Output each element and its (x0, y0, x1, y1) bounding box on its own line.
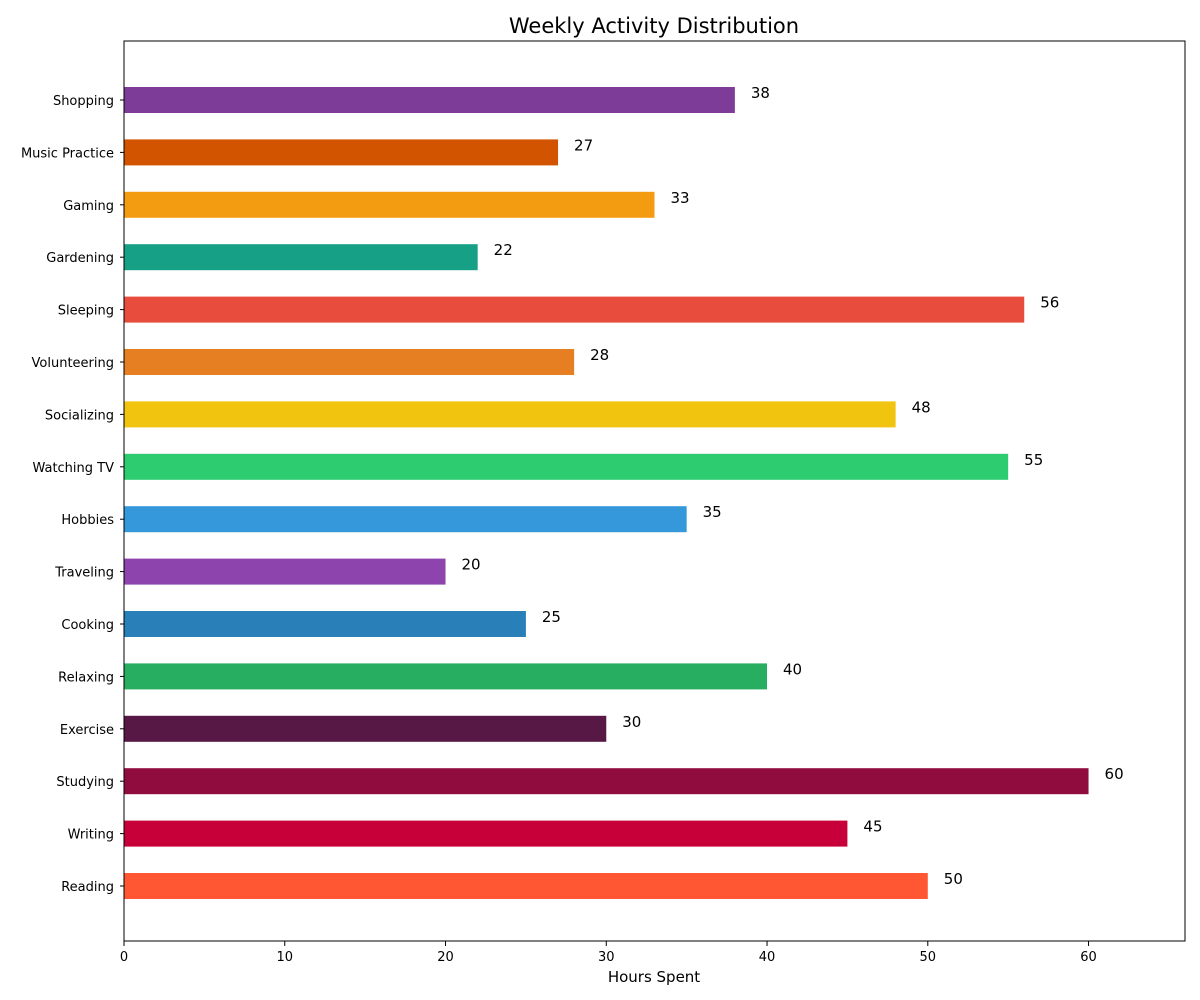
value-label-relaxing: 40 (783, 660, 802, 678)
y-tick-label-music-practice: Music Practice (21, 146, 114, 161)
y-tick-label-shopping: Shopping (53, 94, 114, 109)
value-label-studying: 60 (1105, 765, 1124, 783)
x-tick-label: 20 (437, 950, 454, 965)
value-label-sleeping: 56 (1040, 294, 1059, 312)
bar-relaxing (124, 663, 768, 690)
y-tick-label-traveling: Traveling (54, 566, 114, 581)
bar-sleeping (124, 296, 1025, 323)
y-tick-label-watching-tv: Watching TV (32, 461, 114, 476)
value-label-reading: 50 (944, 870, 963, 888)
x-ticks: 0 10 20 30 40 50 60 (120, 941, 1097, 965)
bar-watching-tv (124, 453, 1009, 480)
value-label-shopping: 38 (751, 84, 770, 102)
value-labels: 50 45 60 30 40 25 20 35 55 48 28 56 22 33 27 38 (462, 84, 1124, 888)
value-label-music-practice: 27 (574, 136, 593, 154)
x-tick-label: 0 (120, 950, 128, 965)
y-tick-label-volunteering: Volunteering (32, 356, 114, 371)
bar-volunteering (124, 349, 575, 375)
bar-gardening (124, 244, 478, 271)
plot-frame (123, 40, 1186, 942)
y-tick-label-studying: Studying (56, 775, 114, 790)
value-label-gaming: 33 (671, 189, 690, 207)
x-tick-label: 30 (598, 950, 615, 965)
bar-writing (124, 820, 848, 847)
y-tick-label-cooking: Cooking (61, 618, 114, 633)
x-axis-label: Hours Spent (608, 968, 700, 986)
y-tick-label-gardening: Gardening (46, 251, 114, 266)
x-tick-label: 40 (759, 950, 776, 965)
value-label-hobbies: 35 (703, 503, 722, 521)
y-tick-label-writing: Writing (68, 828, 114, 843)
x-tick-label: 50 (920, 950, 937, 965)
bar-gaming (124, 191, 655, 218)
bar-cooking (124, 611, 526, 637)
bar-studying (124, 768, 1089, 795)
y-tick-label-gaming: Gaming (63, 199, 114, 214)
value-label-gardening: 22 (494, 241, 513, 259)
y-tick-labels: Reading Writing Studying Exercise Relaxing Co… (21, 94, 124, 895)
chart-title: Weekly Activity Distribution (509, 14, 799, 38)
bars-layer (124, 87, 1089, 899)
value-label-watching-tv: 55 (1024, 451, 1043, 469)
bar-shopping (124, 87, 735, 113)
y-tick-label-exercise: Exercise (60, 723, 114, 738)
x-tick-label: 60 (1080, 950, 1097, 965)
y-tick-label-relaxing: Relaxing (58, 670, 114, 685)
bar-traveling (124, 558, 446, 585)
value-label-exercise: 30 (622, 713, 641, 731)
x-tick-label: 10 (276, 950, 293, 965)
bar-reading (124, 873, 928, 899)
bar-socializing (124, 401, 896, 428)
value-label-socializing: 48 (912, 398, 931, 416)
y-tick-label-socializing: Socializing (45, 408, 114, 423)
value-label-traveling: 20 (462, 556, 481, 574)
y-tick-label-sleeping: Sleeping (58, 304, 114, 319)
y-tick-label-reading: Reading (61, 880, 114, 895)
value-label-writing: 45 (863, 818, 882, 836)
y-tick-label-hobbies: Hobbies (61, 513, 114, 528)
value-label-volunteering: 28 (590, 346, 609, 364)
bar-music-practice (124, 139, 559, 166)
bar-hobbies (124, 506, 687, 533)
bar-exercise (124, 715, 607, 742)
value-label-cooking: 25 (542, 608, 561, 626)
